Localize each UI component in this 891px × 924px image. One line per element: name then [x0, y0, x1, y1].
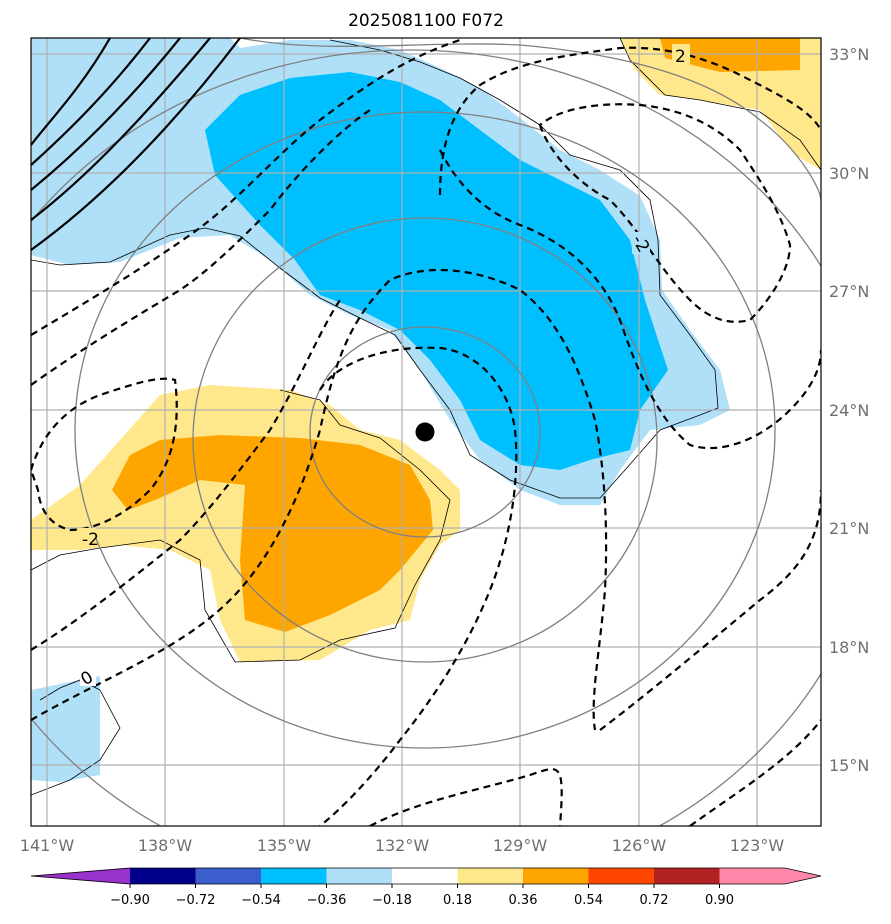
longitude-labels: 141°W 138°W 135°W 132°W 129°W 126°W 123°…	[20, 836, 785, 855]
latitude-labels: 33°N 30°N 27°N 24°N 21°N 18°N 15°N	[829, 45, 869, 775]
colorbar-tick-label: 0.90	[705, 893, 734, 908]
lat-label: 15°N	[829, 756, 869, 775]
shading-deep-sky-blue	[205, 72, 668, 470]
dashed-contours	[31, 38, 821, 826]
colorbar-segment	[392, 868, 458, 884]
lon-label: 129°W	[493, 836, 548, 855]
map-area: 2 -2 -2 0	[31, 38, 821, 826]
map-title: 2025081100 F072	[348, 11, 504, 31]
colorbar-segment	[523, 868, 589, 884]
lat-label: 33°N	[829, 45, 869, 64]
lon-label: 138°W	[138, 836, 193, 855]
gray-pressure-contours	[31, 38, 821, 826]
lon-label: 141°W	[20, 836, 75, 855]
colorbar-segment	[654, 868, 720, 884]
lon-label: 132°W	[375, 836, 430, 855]
lat-label: 21°N	[829, 519, 869, 538]
shading-yellow-top-right	[620, 38, 821, 170]
contour-label-top: 2	[675, 47, 686, 67]
colorbar-segment	[195, 868, 262, 884]
colorbar-extend-high	[785, 868, 821, 884]
colorbar: −0.90 −0.72 −0.54 −0.36 −0.18 0.18 0.36 0.54 0.7…	[30, 867, 822, 908]
contour-label-left: -2	[82, 530, 99, 550]
lon-label: 123°W	[730, 836, 785, 855]
colorbar-tick-label: −0.90	[110, 893, 150, 908]
colorbar-segment	[326, 868, 393, 884]
lon-label: 135°W	[257, 836, 312, 855]
colorbar-tick-label: 0.36	[509, 893, 538, 908]
colorbar-tick-label: 0.54	[574, 893, 603, 908]
colorbar-segment	[457, 868, 524, 884]
lat-label: 27°N	[829, 282, 869, 301]
colorbar-tick-label: 0.18	[443, 893, 472, 908]
map-frame	[30, 37, 822, 827]
colorbar-tick-label: 0.72	[640, 893, 669, 908]
lat-label: 30°N	[829, 164, 869, 183]
lat-label: 24°N	[829, 401, 869, 420]
colorbar-tick-label: −0.18	[372, 893, 412, 908]
lon-label: 126°W	[612, 836, 667, 855]
colorbar-tick-label: −0.36	[307, 893, 347, 908]
colorbar-segment	[130, 868, 196, 884]
lat-label: 18°N	[829, 638, 869, 657]
shading-outlines	[31, 38, 821, 796]
shading-yellow-blob	[31, 385, 460, 662]
colorbar-tick-label: −0.72	[176, 893, 216, 908]
colorbar-extend-low	[31, 868, 130, 884]
colorbar-segment	[261, 868, 327, 884]
colorbar-segment	[719, 868, 786, 884]
colorbar-tick-label: −0.54	[241, 893, 281, 908]
colorbar-segment	[588, 868, 655, 884]
solid-contours	[31, 38, 241, 251]
storm-center-dot	[415, 422, 435, 442]
graticule	[31, 38, 821, 826]
